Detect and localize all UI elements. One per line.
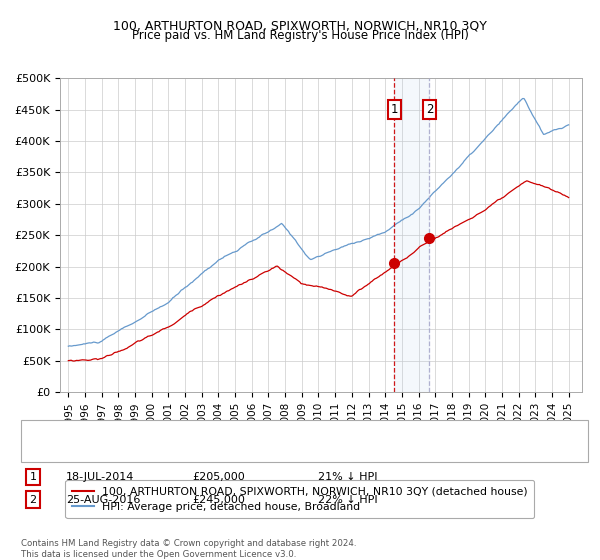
Text: 18-JUL-2014: 18-JUL-2014 (66, 472, 134, 482)
Text: 2: 2 (425, 103, 433, 116)
Text: £205,000: £205,000 (192, 472, 245, 482)
Text: 22% ↓ HPI: 22% ↓ HPI (318, 494, 377, 505)
Text: 1: 1 (29, 472, 37, 482)
Text: 2: 2 (29, 494, 37, 505)
Text: 1: 1 (391, 103, 398, 116)
Bar (394, 78, 430, 392)
Legend: 100, ARTHURTON ROAD, SPIXWORTH, NORWICH, NR10 3QY (detached house), HPI: Average: 100, ARTHURTON ROAD, SPIXWORTH, NORWICH,… (65, 480, 535, 519)
Text: 25-AUG-2016: 25-AUG-2016 (66, 494, 140, 505)
Text: 100, ARTHURTON ROAD, SPIXWORTH, NORWICH, NR10 3QY: 100, ARTHURTON ROAD, SPIXWORTH, NORWICH,… (113, 20, 487, 32)
Text: 21% ↓ HPI: 21% ↓ HPI (318, 472, 377, 482)
Text: £245,000: £245,000 (192, 494, 245, 505)
Text: Price paid vs. HM Land Registry's House Price Index (HPI): Price paid vs. HM Land Registry's House … (131, 29, 469, 42)
Text: Contains HM Land Registry data © Crown copyright and database right 2024.
This d: Contains HM Land Registry data © Crown c… (21, 539, 356, 559)
